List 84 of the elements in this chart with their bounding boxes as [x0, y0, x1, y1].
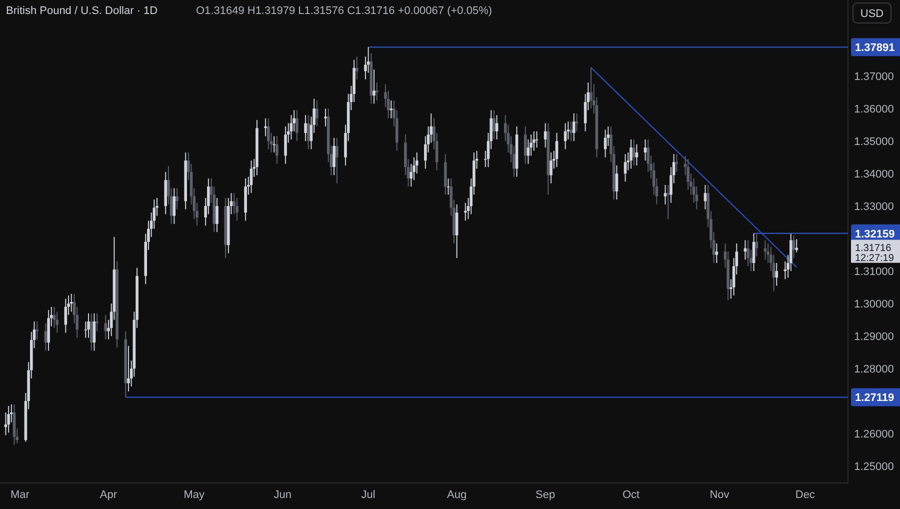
x-tick-label: Nov [710, 489, 730, 501]
x-tick-label: Aug [447, 489, 467, 501]
candlestick [524, 126, 527, 164]
candlestick [332, 137, 336, 176]
candlestick [324, 108, 327, 127]
candlestick [264, 118, 267, 137]
candlestick [495, 114, 498, 140]
candlestick [532, 130, 536, 152]
candlestick [666, 184, 670, 220]
x-tick-label: Apr [100, 489, 118, 501]
x-tick-label: Jun [274, 489, 292, 501]
candlestick [87, 312, 90, 338]
y-tick-label: 1.33000 [854, 200, 894, 213]
x-tick-label: Oct [622, 489, 640, 501]
y-tick-label: 1.28000 [854, 363, 894, 376]
chart-title: British Pound / U.S. Dollar · 1D [6, 5, 158, 17]
candlestick [615, 164, 618, 200]
x-tick-label: Jul [361, 489, 376, 501]
candlestick [775, 262, 778, 286]
y-tick-label: 1.36000 [854, 103, 894, 116]
candlestick [266, 118, 270, 150]
candlestick [304, 114, 307, 142]
candlestick [104, 314, 108, 340]
candlestick [216, 197, 218, 233]
candlestick [127, 345, 130, 392]
candlestick [44, 322, 48, 352]
candlestick [446, 178, 450, 196]
y-tick-label: 1.31000 [854, 266, 894, 278]
candlestick [176, 188, 178, 210]
candlestick [372, 69, 376, 104]
candlestick [56, 311, 59, 334]
candlestick [250, 160, 253, 194]
candlestick [795, 238, 798, 253]
data-label: 1.27119 [855, 392, 894, 404]
candlestick [630, 138, 632, 170]
candlestick [70, 293, 73, 312]
y-tick-label: 1.26000 [854, 428, 894, 440]
candlestick [715, 242, 718, 264]
candlestick [792, 234, 796, 259]
candlestick [455, 204, 458, 259]
text: 12:27:19 [855, 252, 894, 264]
candlestick [284, 126, 287, 164]
candlestick [356, 56, 358, 80]
candlestick [306, 114, 310, 150]
y-tick-label: 1.34000 [854, 168, 894, 180]
candlestick [555, 132, 558, 168]
candlestick [236, 197, 238, 222]
y-tick-label: 1.37000 [854, 70, 894, 83]
x-tick-label: Dec [795, 489, 816, 501]
x-tick-label: May [184, 489, 206, 501]
candlestick [632, 138, 636, 166]
candlestick [96, 312, 98, 332]
candlestick [296, 110, 298, 142]
text: USD [860, 8, 884, 20]
candlestick [570, 121, 572, 142]
candlestick [664, 184, 667, 205]
candlestick [635, 144, 638, 166]
y-tick-label: 1.25000 [854, 460, 894, 473]
candlestick [675, 154, 678, 172]
candlestick [90, 312, 93, 352]
candlestick [464, 202, 467, 222]
candlestick [755, 233, 758, 257]
candlestick [550, 152, 552, 184]
y-tick-label: 1.35000 [854, 136, 894, 148]
candlestick [746, 240, 750, 267]
candlestick [316, 100, 318, 127]
candlestick [644, 138, 647, 162]
x-tick-label: Mar [10, 489, 30, 501]
candlestick [572, 112, 576, 142]
candlestick [590, 67, 592, 110]
y-tick-label: 1.29000 [854, 330, 894, 343]
chart-subtitle: O1.31649 H1.31979 L1.31576 C1.31716 +0.00067 (+0.05%) [196, 5, 492, 17]
data-label: 1.37891 [855, 42, 895, 54]
candlestick [686, 158, 690, 190]
candlestick [36, 320, 39, 340]
candlestick [624, 154, 627, 182]
candlestick [336, 137, 338, 184]
candlestick [492, 110, 496, 140]
y-tick-label: 1.30000 [854, 298, 894, 310]
x-tick-label: Sep [536, 489, 556, 501]
text: 1.31716 [855, 242, 892, 254]
data-label: 1.32159 [855, 228, 895, 240]
candlestick [375, 82, 378, 101]
candlestick [276, 136, 278, 164]
